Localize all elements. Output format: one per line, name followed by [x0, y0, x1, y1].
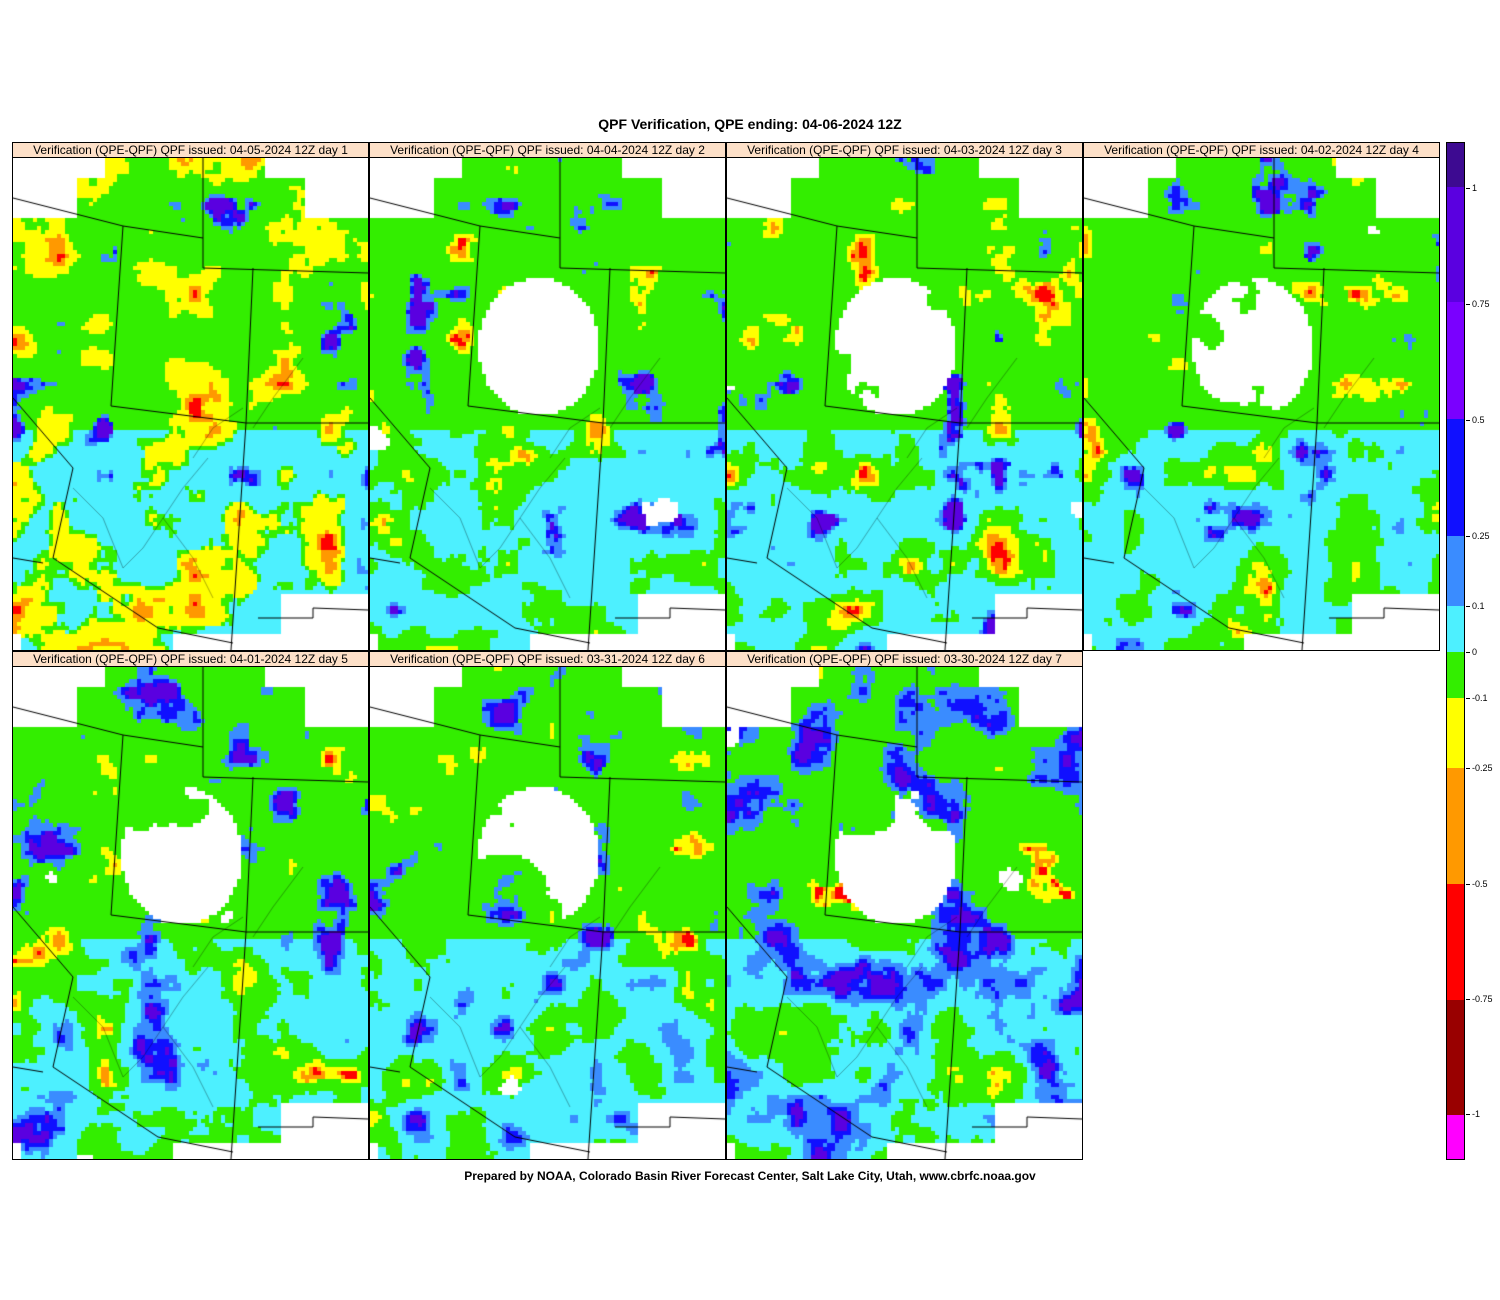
figure-title: QPF Verification, QPE ending: 04-06-2024… — [598, 116, 902, 132]
panel-header: Verification (QPE-QPF) QPF issued: 04-03… — [727, 143, 1082, 158]
map-panel-day-3: Verification (QPE-QPF) QPF issued: 04-03… — [726, 142, 1083, 651]
map-panel-day-4: Verification (QPE-QPF) QPF issued: 04-02… — [1083, 142, 1440, 651]
color-scale-bin — [1447, 651, 1464, 699]
color-scale-tick — [1466, 884, 1470, 885]
color-scale-label: -0.25 — [1472, 763, 1493, 773]
panel-header: Verification (QPE-QPF) QPF issued: 03-31… — [370, 652, 725, 667]
panel-header: Verification (QPE-QPF) QPF issued: 04-04… — [370, 143, 725, 158]
precip-difference-map — [727, 667, 1082, 1159]
color-scale-bar — [1446, 142, 1465, 1160]
map-panel-day-1: Verification (QPE-QPF) QPF issued: 04-05… — [12, 142, 369, 651]
color-scale-label: 0.25 — [1472, 531, 1490, 541]
color-scale-bin — [1447, 698, 1464, 769]
color-scale-tick — [1466, 999, 1470, 1000]
panel-header: Verification (QPE-QPF) QPF issued: 04-01… — [13, 652, 368, 667]
color-scale-tick — [1466, 536, 1470, 537]
map-panel-day-6: Verification (QPE-QPF) QPF issued: 03-31… — [369, 651, 726, 1160]
precip-difference-map — [727, 158, 1082, 650]
map-panel-day-5: Verification (QPE-QPF) QPF issued: 04-01… — [12, 651, 369, 1160]
precip-difference-map — [13, 667, 368, 1159]
color-scale-bin — [1447, 884, 1464, 1001]
color-scale-label: 1 — [1472, 183, 1478, 193]
color-scale-label: -1 — [1472, 1109, 1481, 1119]
color-scale-bin — [1447, 143, 1464, 187]
panel-header: Verification (QPE-QPF) QPF issued: 04-02… — [1084, 143, 1439, 158]
color-scale-tick — [1466, 420, 1470, 421]
color-scale-label: -0.5 — [1472, 879, 1488, 889]
color-scale-bin — [1447, 186, 1464, 302]
color-scale-bin — [1447, 301, 1464, 419]
panel-header: Verification (QPE-QPF) QPF issued: 03-30… — [727, 652, 1082, 667]
footer-credit: Prepared by NOAA, Colorado Basin River F… — [464, 1169, 1036, 1183]
color-scale-label: 0.5 — [1472, 415, 1485, 425]
color-scale-bin — [1447, 1000, 1464, 1116]
panel-header: Verification (QPE-QPF) QPF issued: 04-05… — [13, 143, 368, 158]
precip-difference-map — [1084, 158, 1439, 650]
color-scale-bin — [1447, 768, 1464, 885]
color-scale-label: -0.75 — [1472, 994, 1493, 1004]
color-scale-bin — [1447, 605, 1464, 652]
color-scale-tick — [1466, 652, 1470, 653]
color-scale-tick — [1466, 698, 1470, 699]
color-scale-tick — [1466, 304, 1470, 305]
color-scale-tick — [1466, 606, 1470, 607]
color-scale-label: -0.1 — [1472, 693, 1488, 703]
color-scale-tick — [1466, 1114, 1470, 1115]
color-scale-label: 0 — [1472, 647, 1478, 657]
color-scale-label: 0.1 — [1472, 601, 1485, 611]
color-scale-bin — [1447, 535, 1464, 606]
map-panel-day-7: Verification (QPE-QPF) QPF issued: 03-30… — [726, 651, 1083, 1160]
map-panel-day-2: Verification (QPE-QPF) QPF issued: 04-04… — [369, 142, 726, 651]
precip-difference-map — [370, 158, 725, 650]
color-scale-bin — [1447, 418, 1464, 536]
color-scale-tick — [1466, 188, 1470, 189]
color-scale-bin — [1447, 1115, 1464, 1160]
color-scale-tick — [1466, 768, 1470, 769]
color-scale-label: 0.75 — [1472, 299, 1490, 309]
precip-difference-map — [13, 158, 368, 650]
precip-difference-map — [370, 667, 725, 1159]
